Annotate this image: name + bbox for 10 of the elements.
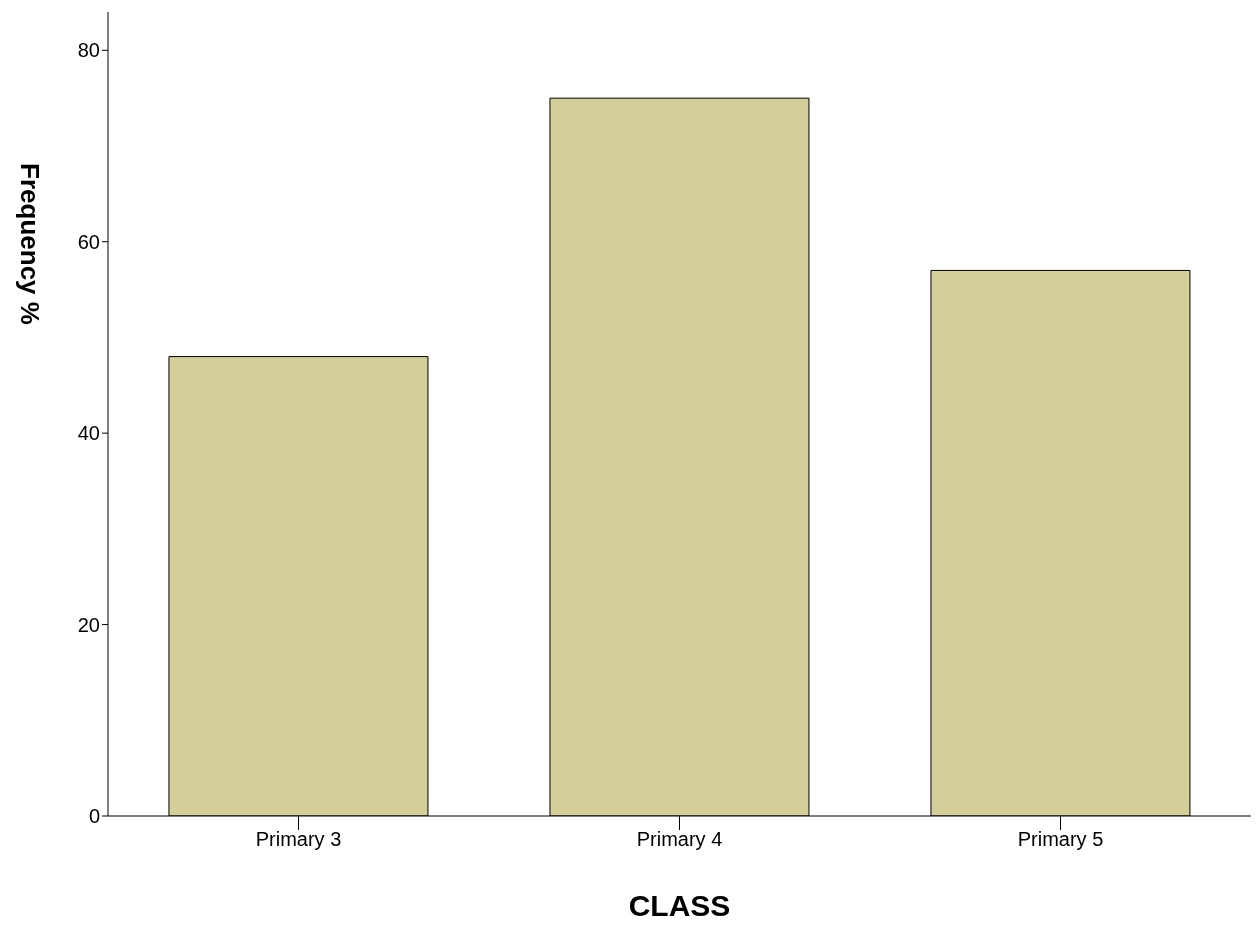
y-tick-label: 80 xyxy=(77,39,100,62)
y-axis-title: Frequency % xyxy=(15,163,45,325)
x-tick-label: Primary 5 xyxy=(1017,828,1104,851)
y-tick-label: 0 xyxy=(88,805,100,828)
y-tick-label: 40 xyxy=(77,422,100,445)
y-tick-label: 20 xyxy=(77,613,100,636)
y-tick-label: 60 xyxy=(77,230,100,253)
x-tick-label: Primary 4 xyxy=(636,828,723,851)
x-tick-label: Primary 3 xyxy=(255,828,342,851)
x-axis-title: CLASS xyxy=(628,889,731,922)
